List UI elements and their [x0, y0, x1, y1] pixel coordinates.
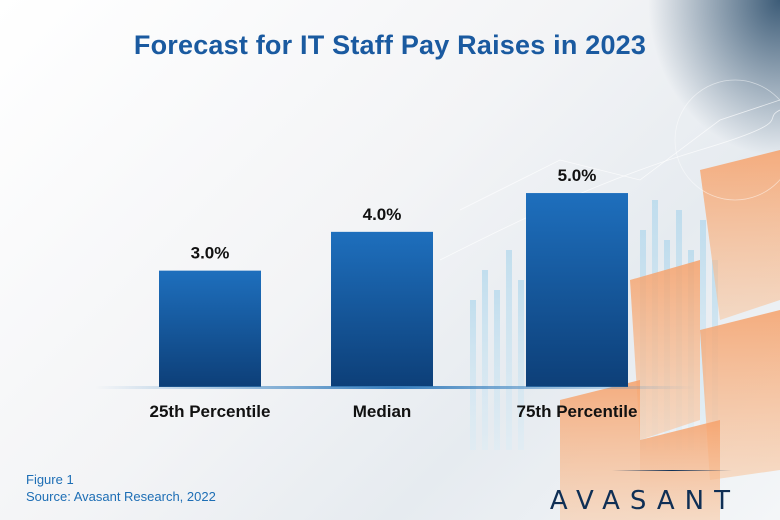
- avasant-logo: AVASANT: [549, 486, 740, 516]
- figure-label: Figure 1: [26, 472, 74, 487]
- baseline-axis: [95, 386, 695, 389]
- bar-chart: 3.0% 25th Percentile 4.0% Median 5.0% 75th Pe…: [95, 166, 695, 421]
- bar-1: [331, 231, 433, 387]
- source-note: Source: Avasant Research, 2022: [26, 489, 216, 504]
- category-label-1: Median: [353, 402, 412, 421]
- bar-0: [159, 270, 261, 387]
- bar-2: [526, 193, 628, 387]
- bar-value-label-1: 4.0%: [363, 205, 402, 224]
- category-label-2: 75th Percentile: [517, 402, 638, 421]
- bar-value-label-2: 5.0%: [558, 166, 597, 185]
- logo-divider: [612, 470, 732, 471]
- labels-group: 3.0% 25th Percentile 4.0% Median 5.0% 75th Pe…: [150, 166, 638, 421]
- category-label-0: 25th Percentile: [150, 402, 271, 421]
- chart-title: Forecast for IT Staff Pay Raises in 2023: [133, 30, 647, 60]
- bars-group: [159, 193, 628, 387]
- bar-value-label-0: 3.0%: [191, 244, 230, 263]
